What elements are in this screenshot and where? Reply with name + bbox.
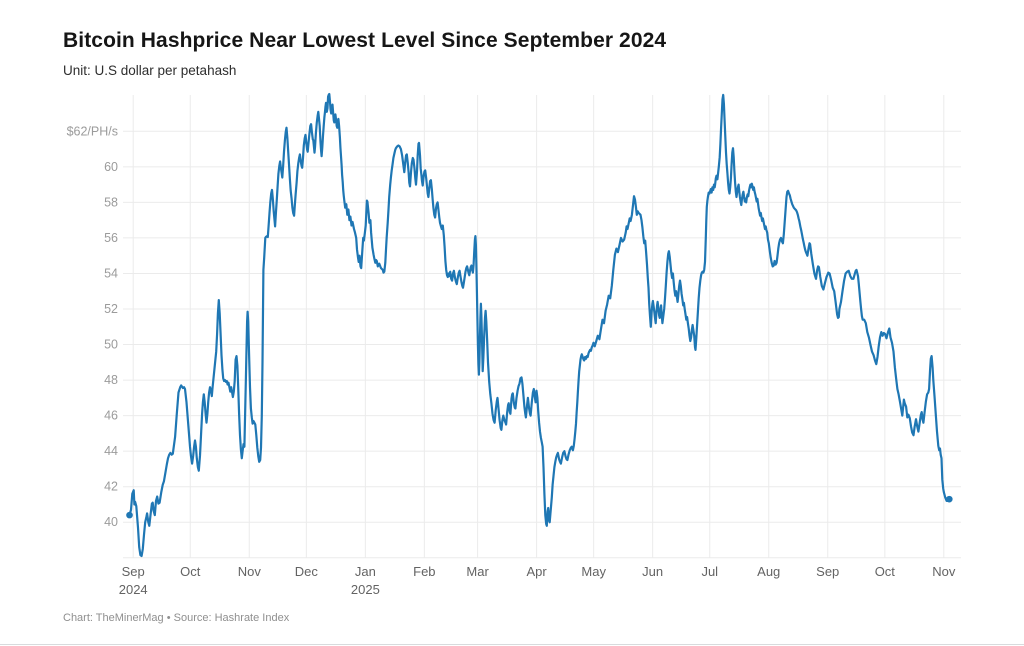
chart-credit: Chart: TheMinerMag • Source: Hashrate In… bbox=[63, 612, 290, 624]
x-axis-labels: Sep 2024 Oct Nov Dec Jan 2025 Feb Mar Apr May Jun Ju… bbox=[119, 564, 956, 597]
svg-text:Nov: Nov bbox=[238, 564, 262, 579]
svg-text:Nov: Nov bbox=[932, 564, 956, 579]
svg-text:58: 58 bbox=[104, 195, 118, 209]
svg-text:Oct: Oct bbox=[180, 564, 201, 579]
svg-text:46: 46 bbox=[104, 409, 118, 423]
svg-text:52: 52 bbox=[104, 302, 118, 316]
svg-text:Aug: Aug bbox=[757, 564, 780, 579]
bottom-divider bbox=[0, 644, 1024, 645]
chart-subtitle: Unit: U.S dollar per petahash bbox=[63, 63, 237, 78]
svg-text:48: 48 bbox=[104, 373, 118, 387]
svg-text:Apr: Apr bbox=[526, 564, 547, 579]
svg-text:50: 50 bbox=[104, 338, 118, 352]
svg-text:Dec: Dec bbox=[295, 564, 319, 579]
svg-text:40: 40 bbox=[104, 515, 118, 529]
svg-text:$62/PH/s: $62/PH/s bbox=[67, 124, 118, 138]
svg-text:2024: 2024 bbox=[119, 582, 148, 597]
svg-text:60: 60 bbox=[104, 160, 118, 174]
svg-text:54: 54 bbox=[104, 266, 118, 280]
chart-title: Bitcoin Hashprice Near Lowest Level Sinc… bbox=[63, 29, 667, 52]
svg-text:2025: 2025 bbox=[351, 582, 380, 597]
chart-series bbox=[126, 92, 953, 558]
svg-text:56: 56 bbox=[104, 231, 118, 245]
svg-text:Jan: Jan bbox=[355, 564, 376, 579]
svg-text:Oct: Oct bbox=[875, 564, 896, 579]
svg-text:Feb: Feb bbox=[413, 564, 435, 579]
svg-text:Sep: Sep bbox=[816, 564, 839, 579]
y-axis-labels: 40 42 44 46 48 50 52 54 56 58 60 $62/PH/s bbox=[67, 124, 118, 529]
svg-text:Mar: Mar bbox=[466, 564, 489, 579]
svg-text:Jun: Jun bbox=[642, 564, 663, 579]
svg-text:May: May bbox=[581, 564, 606, 579]
svg-text:44: 44 bbox=[104, 444, 118, 458]
svg-text:42: 42 bbox=[104, 480, 118, 494]
svg-text:Sep: Sep bbox=[122, 564, 145, 579]
svg-text:Jul: Jul bbox=[701, 564, 718, 579]
